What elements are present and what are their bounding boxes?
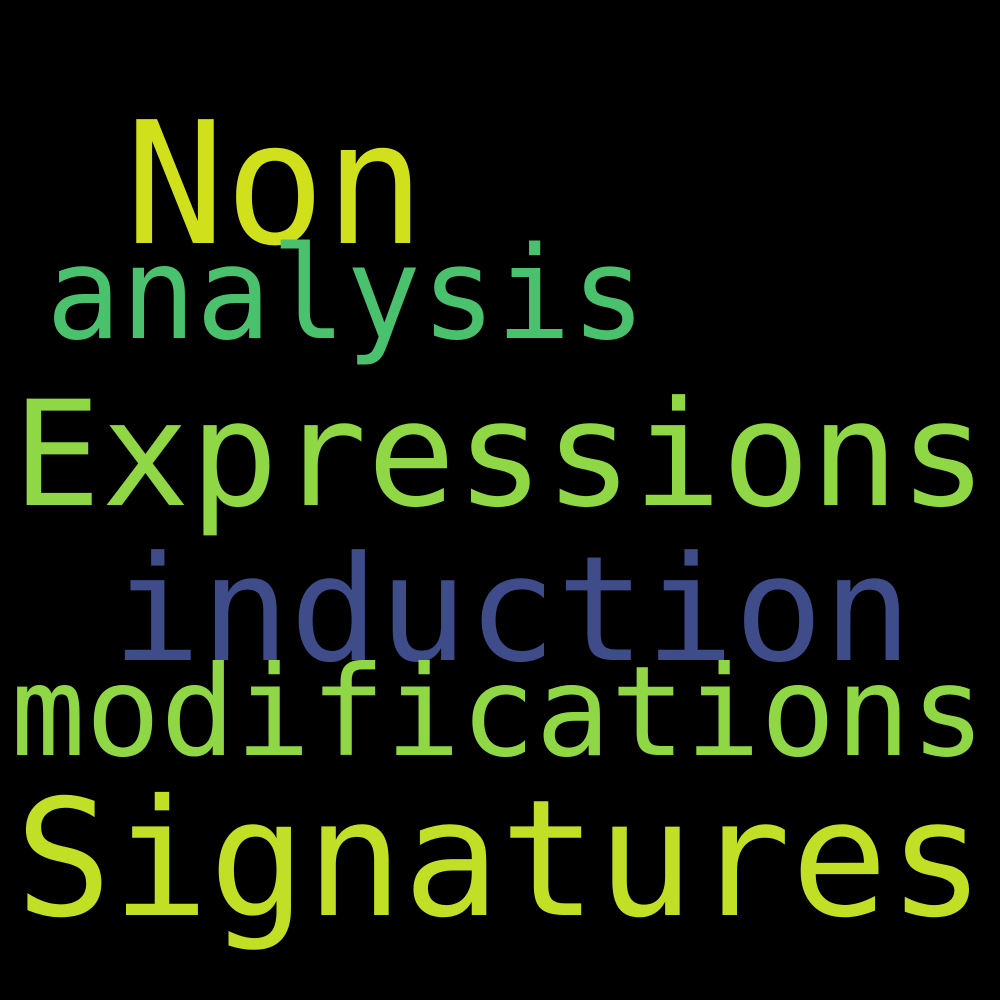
word: induction bbox=[112, 525, 912, 695]
word: analysis bbox=[46, 220, 646, 369]
word: Expressions bbox=[13, 370, 988, 540]
word: Non bbox=[125, 86, 425, 284]
word: modifications bbox=[11, 640, 986, 785]
word: Signatures bbox=[15, 766, 985, 954]
